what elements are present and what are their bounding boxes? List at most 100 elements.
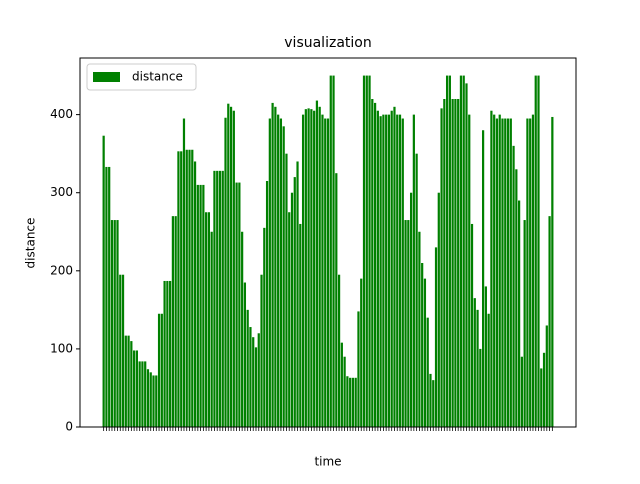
bar [512,145,515,427]
bar [241,231,244,427]
x-axis-label: time [314,455,341,469]
bar [221,170,224,427]
bar [501,118,504,428]
bar [105,166,108,427]
bar [299,223,302,427]
bar [371,99,374,427]
bar [205,212,208,427]
bar [476,309,479,427]
legend: distance [86,63,197,91]
bar [429,373,432,427]
bar [174,216,177,427]
bar [440,108,443,427]
bar [337,274,341,427]
bar [487,313,490,427]
bar [526,118,529,428]
bar [548,216,551,427]
bar [207,212,211,427]
bar [335,173,338,427]
bar [551,116,554,427]
bar [373,102,377,428]
bar [481,130,485,427]
bar [227,103,230,427]
bar [318,106,321,428]
bar [540,368,543,427]
bar [365,75,368,428]
bar [393,106,396,428]
bar [238,182,241,427]
bar [210,231,213,427]
bar [409,192,413,427]
bar [534,75,537,428]
bar [495,118,499,428]
bar [177,151,180,428]
bar [509,118,512,428]
bar [537,75,540,428]
bar [520,356,523,427]
axes-frame [79,57,577,428]
bar [116,220,119,427]
bar [141,361,144,427]
bar [434,247,438,427]
bar [171,216,175,427]
legend-box [86,63,197,91]
bar [235,182,238,427]
bar [443,99,446,427]
bar [515,169,518,428]
bar [218,170,222,427]
bar [473,298,476,427]
bar [445,75,449,428]
bar [310,109,313,428]
bar [484,286,487,427]
bar [252,337,255,427]
bar [193,161,197,427]
bar [454,99,457,427]
bar [254,347,258,427]
bar [271,102,274,428]
bar [152,375,155,427]
bar [224,117,227,427]
bar [332,75,335,428]
bar [407,220,410,427]
bar [119,274,122,427]
bar [518,200,521,427]
bar [296,161,299,427]
bar [277,114,280,427]
bar [257,333,260,427]
bar [396,114,399,427]
bar [144,361,147,427]
bar [329,75,332,428]
bar [146,369,150,427]
bar [260,274,263,427]
bar [545,325,548,427]
bar [346,376,349,427]
bar [368,75,371,428]
bar [304,109,307,428]
bar [343,356,346,427]
legend-label: distance [132,70,183,84]
bar [188,149,191,427]
bar [282,126,285,427]
bar [465,83,468,427]
bar [324,118,327,428]
bar [191,149,194,427]
bar [490,110,493,427]
bar [121,274,125,427]
bar [135,350,138,427]
bar [415,153,418,427]
bar [185,149,188,427]
y-tick-label: 200 [50,263,73,277]
bar [542,352,546,427]
bar [127,335,130,427]
bar [163,280,166,427]
bar [531,114,535,427]
bar [130,341,133,427]
bar [290,192,294,427]
bar [133,350,136,427]
bar [279,118,283,428]
bar [401,118,404,428]
bar [376,110,379,427]
bar [385,114,388,427]
